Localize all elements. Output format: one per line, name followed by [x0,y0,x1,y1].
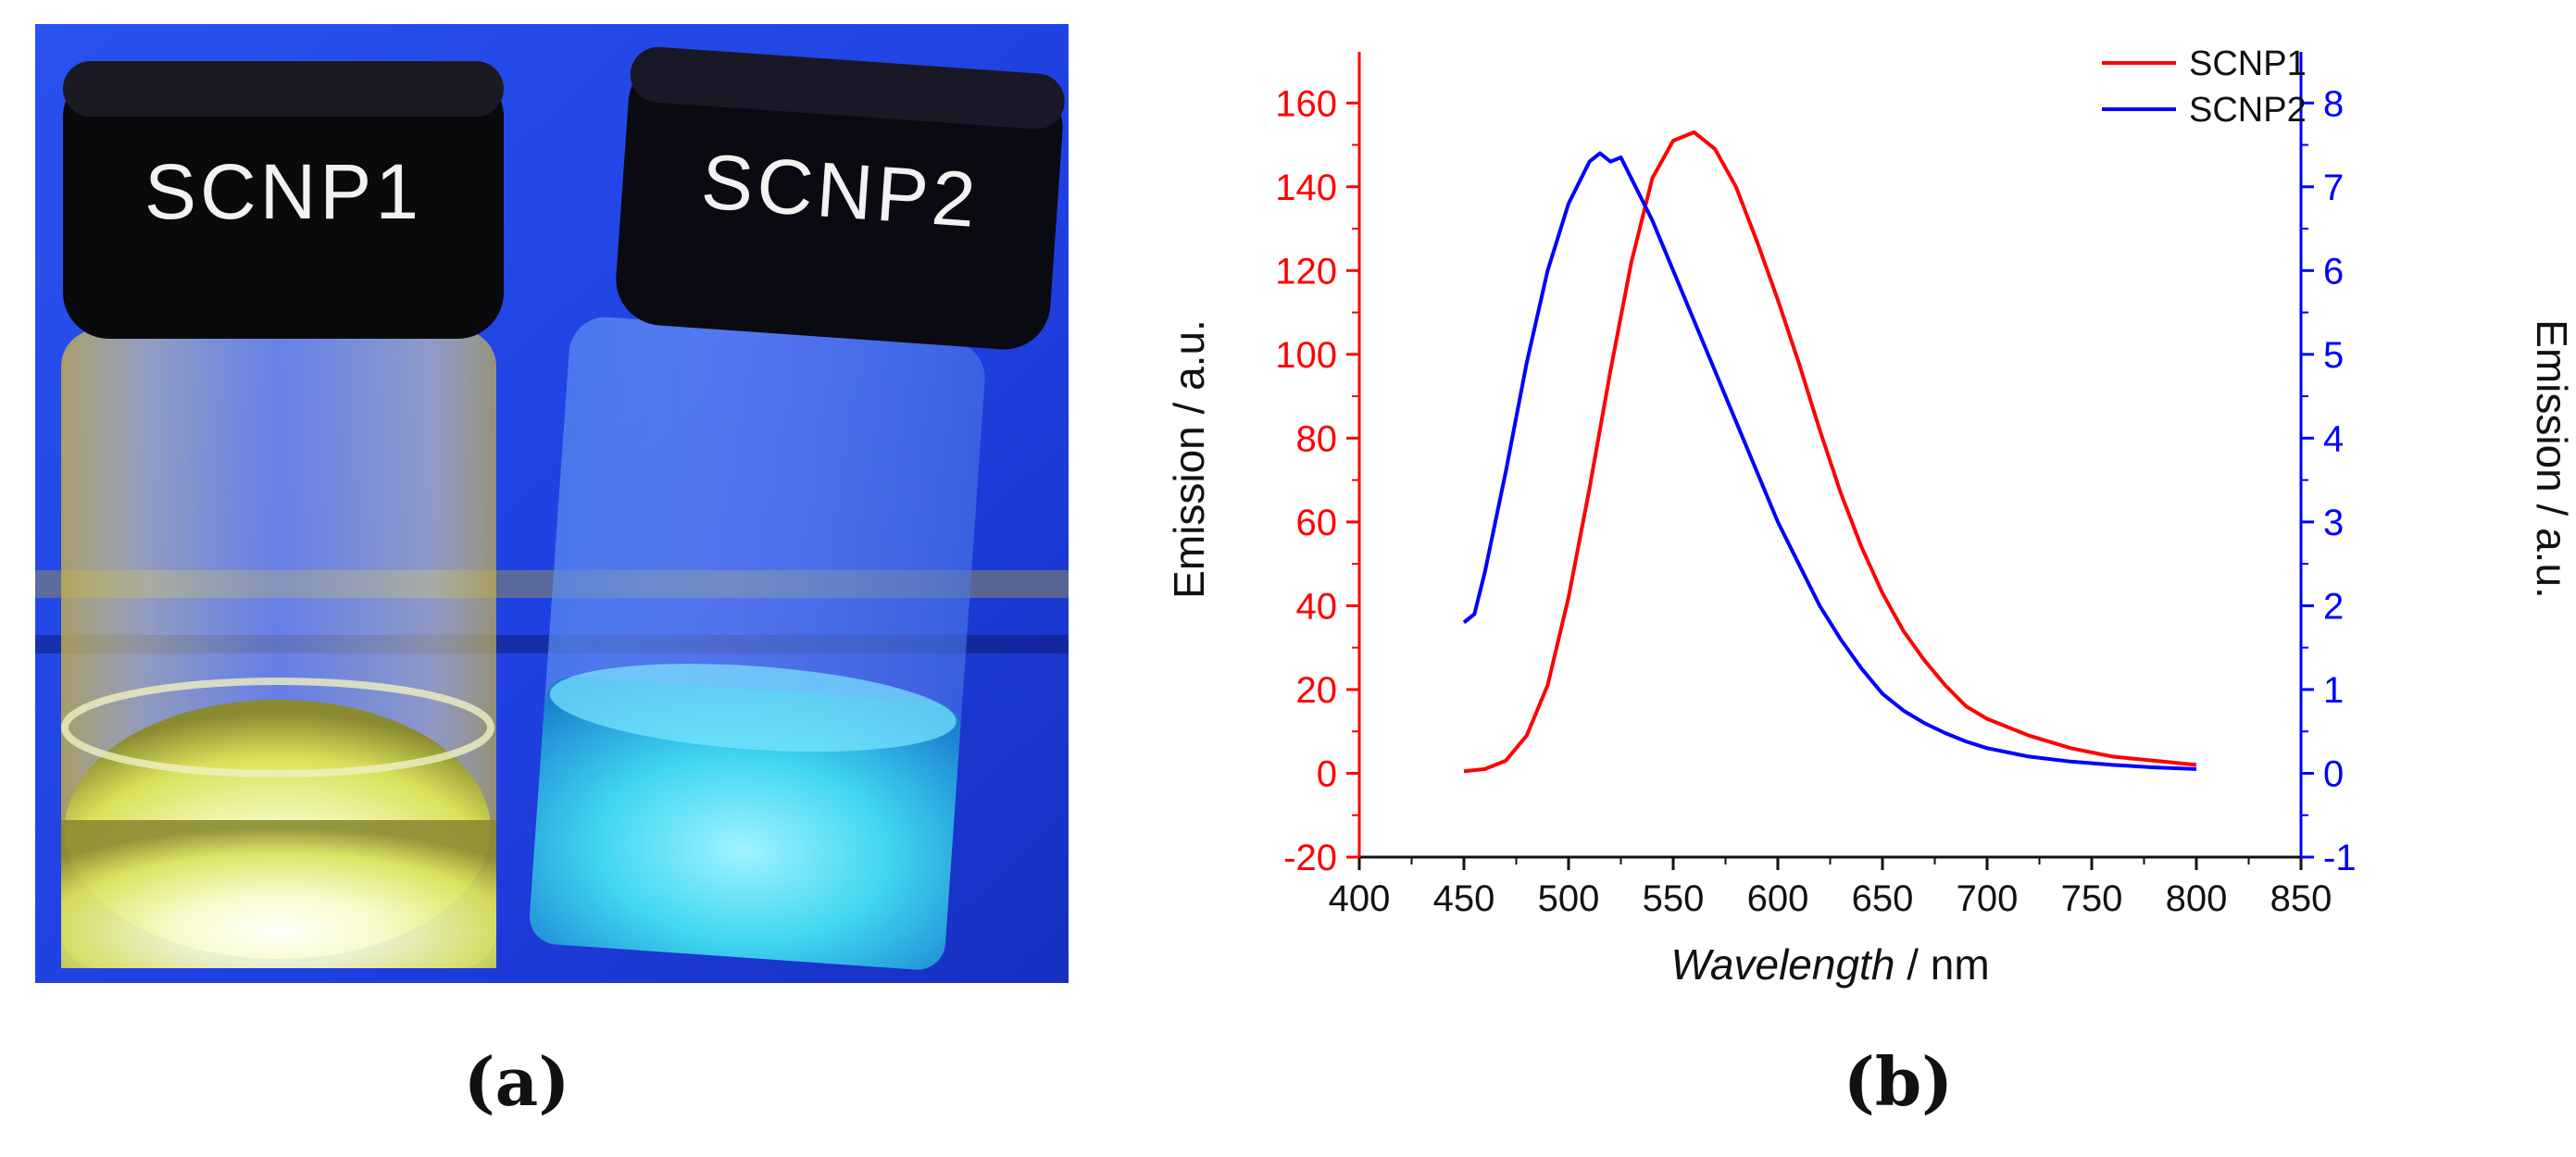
y-right-tick-label: 0 [2323,753,2344,794]
x-tick-label: 800 [2166,878,2228,919]
series-line-scnp1 [1463,130,2197,774]
axes-layer: 400 450 500 550 600 650 700 750 800 850-200204060… [1275,52,2357,919]
x-tick-label: 400 [1329,878,1391,919]
vial-1-label: SCNP1 [144,148,422,235]
vial-photo: SCNP1 SCNP2 [35,24,1069,983]
y-right-tick-label: 4 [2323,418,2344,459]
y-left-tick-label: 160 [1275,83,1337,124]
y-left-tick-label: 120 [1275,251,1337,292]
y-left-tick-label: 100 [1275,335,1337,376]
x-axis-title-main: Wavelength [1670,940,1894,989]
y-axis-left-title: Emission / a.u. [1165,319,1213,599]
legend: SCNP1 SCNP2 [2102,44,2307,130]
y-right-tick-label: 3 [2323,503,2344,543]
series-line-scnp2 [1462,151,2197,771]
y-left-tick-label: 0 [1317,753,1337,794]
y-axis-right-title: Emission / a.u. [2528,319,2574,599]
y-right-tick-label: 6 [2323,251,2344,292]
y-right-tick-label: -1 [2323,838,2357,878]
vial-photo-drawing: SCNP1 SCNP2 [35,24,1069,983]
x-tick-label: 550 [1643,878,1705,919]
y-right-tick-label: 5 [2323,335,2344,376]
y-right-tick-label: 8 [2323,83,2344,124]
x-tick-label: 650 [1852,878,1914,919]
x-axis-title: Wavelength / nm [1670,940,1989,989]
legend-label-scnp1: SCNP1 [2189,44,2307,83]
legend-label-scnp2: SCNP2 [2189,91,2307,130]
x-tick-label: 850 [2270,878,2332,919]
vial-2-label: SCNP2 [699,137,982,243]
y-left-tick-label: 140 [1275,168,1337,208]
series-layer [1462,130,2197,774]
y-left-tick-label: 20 [1296,670,1338,711]
vial-2: SCNP2 [530,46,1065,970]
x-tick-label: 600 [1747,878,1809,919]
x-tick-label: 450 [1433,878,1495,919]
emission-chart-svg: 400 450 500 550 600 650 700 750 800 850-200204060… [1165,44,2576,989]
panel-label-b: (b) [1843,1042,1954,1121]
emission-chart: 400 450 500 550 600 650 700 750 800 850 -20 0 20 40 60… [1148,24,2576,1042]
y-right-tick-label: 2 [2323,586,2344,627]
y-right-tick-label: 1 [2323,670,2344,711]
y-left-tick-label: 80 [1296,418,1338,459]
y-left-tick-label: -20 [1283,838,1337,878]
y-right-tick-label: 7 [2323,168,2344,208]
y-left-tick-label: 40 [1296,586,1338,627]
x-tick-label: 700 [1957,878,2019,919]
panel-label-a: (a) [463,1042,570,1121]
x-axis-title-unit: / nm [1894,940,1989,989]
y-left-tick-label: 60 [1296,503,1338,543]
x-tick-label: 500 [1538,878,1600,919]
vial-1: SCNP1 [61,61,504,968]
x-tick-label: 750 [2061,878,2123,919]
